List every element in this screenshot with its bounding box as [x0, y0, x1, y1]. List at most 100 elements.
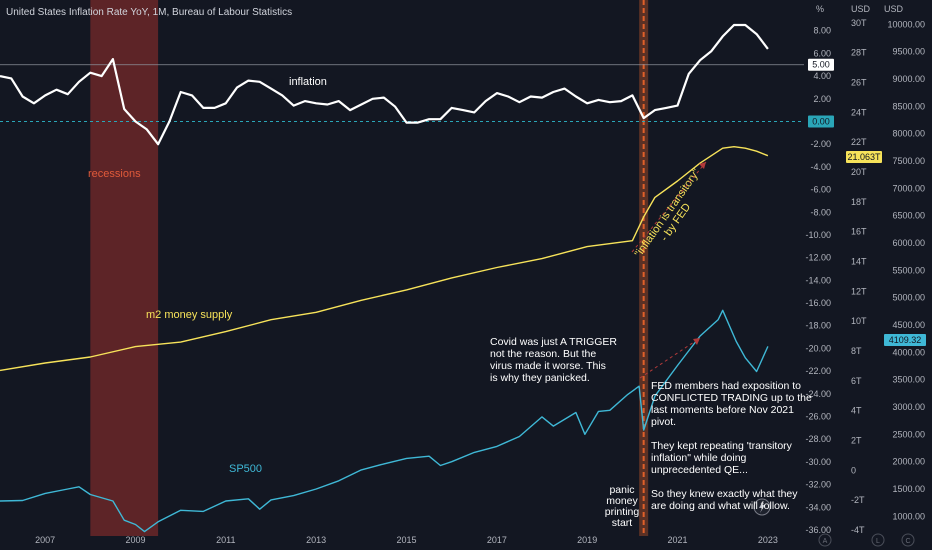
sp-tick-label: 9000.00	[892, 74, 925, 84]
covid-note-line: Covid was just A TRIGGER	[490, 336, 617, 348]
bottom-icon-b-ring	[871, 533, 885, 547]
pct-tick-label: 8.00	[813, 26, 831, 36]
m2-tick-label: 4T	[851, 406, 862, 416]
pct-tick-label: -10.00	[805, 230, 831, 240]
x-tick-label: 2013	[306, 535, 326, 545]
pct-tick-label: -22.00	[805, 366, 831, 376]
zero-price-tag: 0.00	[808, 115, 834, 128]
m2-tick-label: 22T	[851, 137, 867, 147]
inflation-price-tag-bg	[808, 58, 834, 71]
chart-title: United States Inflation Rate YoY, 1M, Bu…	[6, 7, 292, 18]
fed-note-line: They kept repeating 'transitory	[651, 440, 793, 452]
m2-tick-label: 6T	[851, 376, 862, 386]
m2-tick-label: 10T	[851, 316, 867, 326]
m2-tick-label: 18T	[851, 197, 867, 207]
x-tick-label: 2021	[668, 535, 688, 545]
sp-axis-header: USD	[884, 4, 904, 14]
arrow-sp500	[639, 337, 701, 379]
sp-tick-label: 2000.00	[892, 457, 925, 467]
fed-note-line: inflation" while doing	[651, 452, 747, 464]
pct-tick-label: -2.00	[810, 139, 831, 149]
m2-tick-label: -4T	[851, 525, 865, 535]
pct-tick-label: -14.00	[805, 275, 831, 285]
sp-tick-label: 6000.00	[892, 238, 925, 248]
arrow-transitory-head	[699, 162, 706, 169]
m2-axis-header: USD	[851, 4, 871, 14]
arrow-transitory	[631, 161, 707, 253]
pct-tick-label: -36.00	[805, 525, 831, 535]
pct-tick-label: -12.00	[805, 253, 831, 263]
x-tick-label: 2023	[758, 535, 778, 545]
fed-note-line: unprecedented QE...	[651, 464, 748, 476]
x-tick-label: 2009	[125, 535, 145, 545]
fed-note-line: FED members had exposition to	[651, 380, 801, 392]
m2-price-tag-text: 21.063T	[847, 152, 881, 162]
pct-tick-label: -32.00	[805, 480, 831, 490]
zero-price-tag-text: 0.00	[812, 116, 830, 126]
m2-tick-label: 8T	[851, 346, 862, 356]
sp-tick-label: 1500.00	[892, 484, 925, 494]
bottom-icon-b-label: L	[876, 538, 880, 545]
zero-price-tag-bg	[808, 115, 834, 128]
sp-tick-label: 2500.00	[892, 429, 925, 439]
m2-tick-label: 2T	[851, 436, 862, 446]
sp-tick-label: 8500.00	[892, 101, 925, 111]
covid-note-line: is why they panicked.	[490, 372, 590, 384]
arrow-sp500-head	[693, 338, 700, 345]
inflation-price-tag-text: 5.00	[812, 60, 830, 70]
m2-tick-label: 30T	[851, 18, 867, 28]
sp-tick-label: 7000.00	[892, 183, 925, 193]
m2-tick-label: 24T	[851, 107, 867, 117]
axes-layer: 2007 2009 2011 2013 2015 2017 2019 2021 2023% USD…	[35, 4, 926, 547]
pct-tick-label: -34.00	[805, 502, 831, 512]
pct-tick-label: 6.00	[813, 48, 831, 58]
pct-tick-label: 4.00	[813, 71, 831, 81]
x-tick-label: 2015	[397, 535, 417, 545]
pct-tick-label: -30.00	[805, 457, 831, 467]
panic-note-line: money	[606, 495, 638, 507]
fed-note-line: pivot.	[651, 416, 676, 428]
sp500-price-tag: 4109.32	[884, 334, 926, 346]
sp-tick-label: 7500.00	[892, 156, 925, 166]
fed-note-line: CONFLICTED TRADING up to the	[651, 392, 812, 404]
m2-tick-label: 12T	[851, 286, 867, 296]
panic-note-line: printing	[605, 506, 640, 518]
sp-tick-label: 4500.00	[892, 320, 925, 330]
bands-layer	[0, 0, 804, 536]
lightning-icon-glyph	[759, 501, 765, 513]
sp-tick-label: 10000.00	[887, 19, 925, 29]
m2-tick-label: 14T	[851, 257, 867, 267]
sp-tick-label: 8000.00	[892, 129, 925, 139]
label-m2: m2 money supply	[146, 309, 233, 321]
recession-band	[90, 0, 159, 536]
covid-note-line: not the reason. But the	[490, 348, 596, 360]
sp-tick-label: 9500.00	[892, 47, 925, 57]
pct-tick-label: -4.00	[810, 162, 831, 172]
bottom-icon-c-ring	[901, 533, 915, 547]
m2-price-tag: 21.063T	[846, 151, 882, 163]
label-inflation: inflation	[289, 76, 327, 88]
m2-tick-label: 28T	[851, 48, 867, 58]
sp-tick-label: 5500.00	[892, 265, 925, 275]
pct-tick-label: -18.00	[805, 321, 831, 331]
pct-tick-label: 2.00	[813, 94, 831, 104]
sp500-price-tag-text: 4109.32	[889, 335, 922, 345]
bottom-icon-a-label: A	[823, 538, 828, 545]
series-layer	[0, 23, 769, 533]
sp-tick-label: 4000.00	[892, 347, 925, 357]
inflation-line	[0, 23, 769, 146]
sp-tick-label: 3000.00	[892, 402, 925, 412]
panic-note-line: start	[612, 517, 633, 529]
pct-tick-label: -16.00	[805, 298, 831, 308]
covid-note-line: virus made it worse. This	[490, 360, 606, 372]
inflation-price-tag: 5.00	[808, 58, 834, 71]
fed-note-line: So they knew exactly what they	[651, 488, 798, 500]
m2-tick-label: -2T	[851, 495, 865, 505]
x-tick-label: 2011	[216, 535, 235, 545]
sp-tick-label: 1000.00	[892, 511, 925, 521]
bottom-icon-a-ring	[818, 533, 832, 547]
m2-tick-label: 26T	[851, 78, 867, 88]
m2-price-tag-bg	[846, 151, 882, 163]
pct-tick-label: -6.00	[810, 185, 831, 195]
